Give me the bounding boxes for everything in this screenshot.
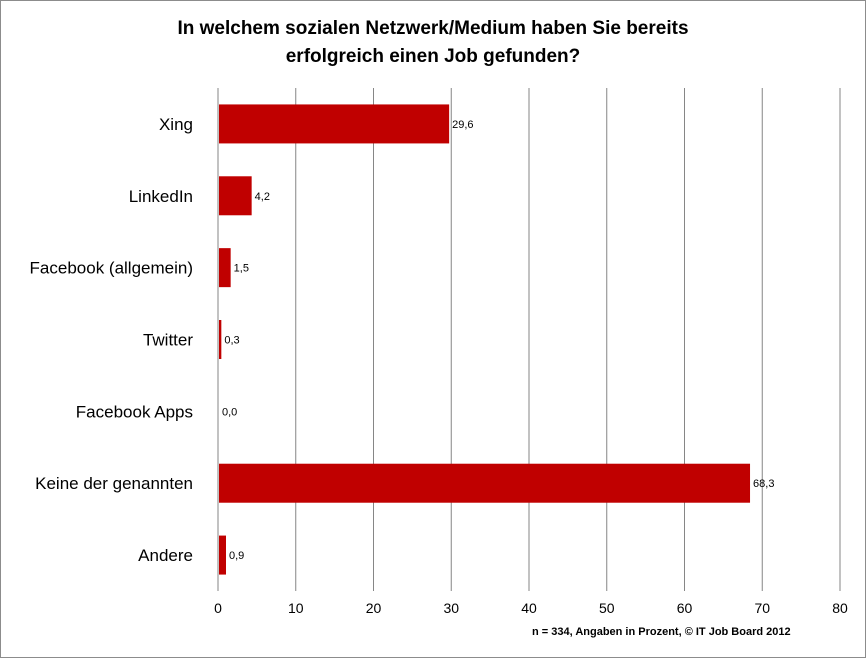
x-tick-label: 50 [599, 600, 615, 616]
data-label: 1,5 [234, 263, 249, 275]
category-label: Keine der genannten [35, 474, 193, 493]
x-tick-label: 10 [288, 600, 304, 616]
category-label: Andere [138, 546, 193, 565]
x-tick-label: 30 [443, 600, 459, 616]
x-tick-label: 0 [214, 600, 222, 616]
x-tick-label: 80 [832, 600, 848, 616]
bar [219, 320, 222, 359]
category-label: Twitter [143, 331, 193, 350]
bar [219, 248, 231, 288]
chart-title-line-1: In welchem sozialen Netzwerk/Medium habe… [177, 18, 689, 39]
chart-footnote: n = 334, Angaben in Prozent, © IT Job Bo… [532, 626, 791, 638]
data-label: 68,3 [753, 478, 774, 490]
data-label: 4,2 [255, 191, 270, 203]
chart-title: In welchem sozialen Netzwerk/Medium habe… [1, 15, 865, 71]
x-tick-label: 70 [754, 600, 770, 616]
category-label: Xing [159, 115, 193, 134]
bar [219, 104, 450, 144]
data-label: 0,3 [224, 335, 239, 347]
bar [219, 176, 252, 216]
bar [219, 463, 751, 503]
data-label: 0,0 [222, 406, 237, 418]
chart-title-line-2: erfolgreich einen Job gefunden? [285, 46, 581, 67]
category-label: Facebook Apps [76, 402, 193, 421]
x-tick-label: 20 [366, 600, 382, 616]
data-label: 29,6 [452, 119, 473, 131]
data-label: 0,9 [229, 550, 244, 562]
category-label: Facebook (allgemein) [30, 259, 193, 278]
x-tick-label: 60 [677, 600, 693, 616]
category-label: LinkedIn [129, 187, 193, 206]
x-tick-label: 40 [521, 600, 537, 616]
bar [219, 535, 226, 575]
